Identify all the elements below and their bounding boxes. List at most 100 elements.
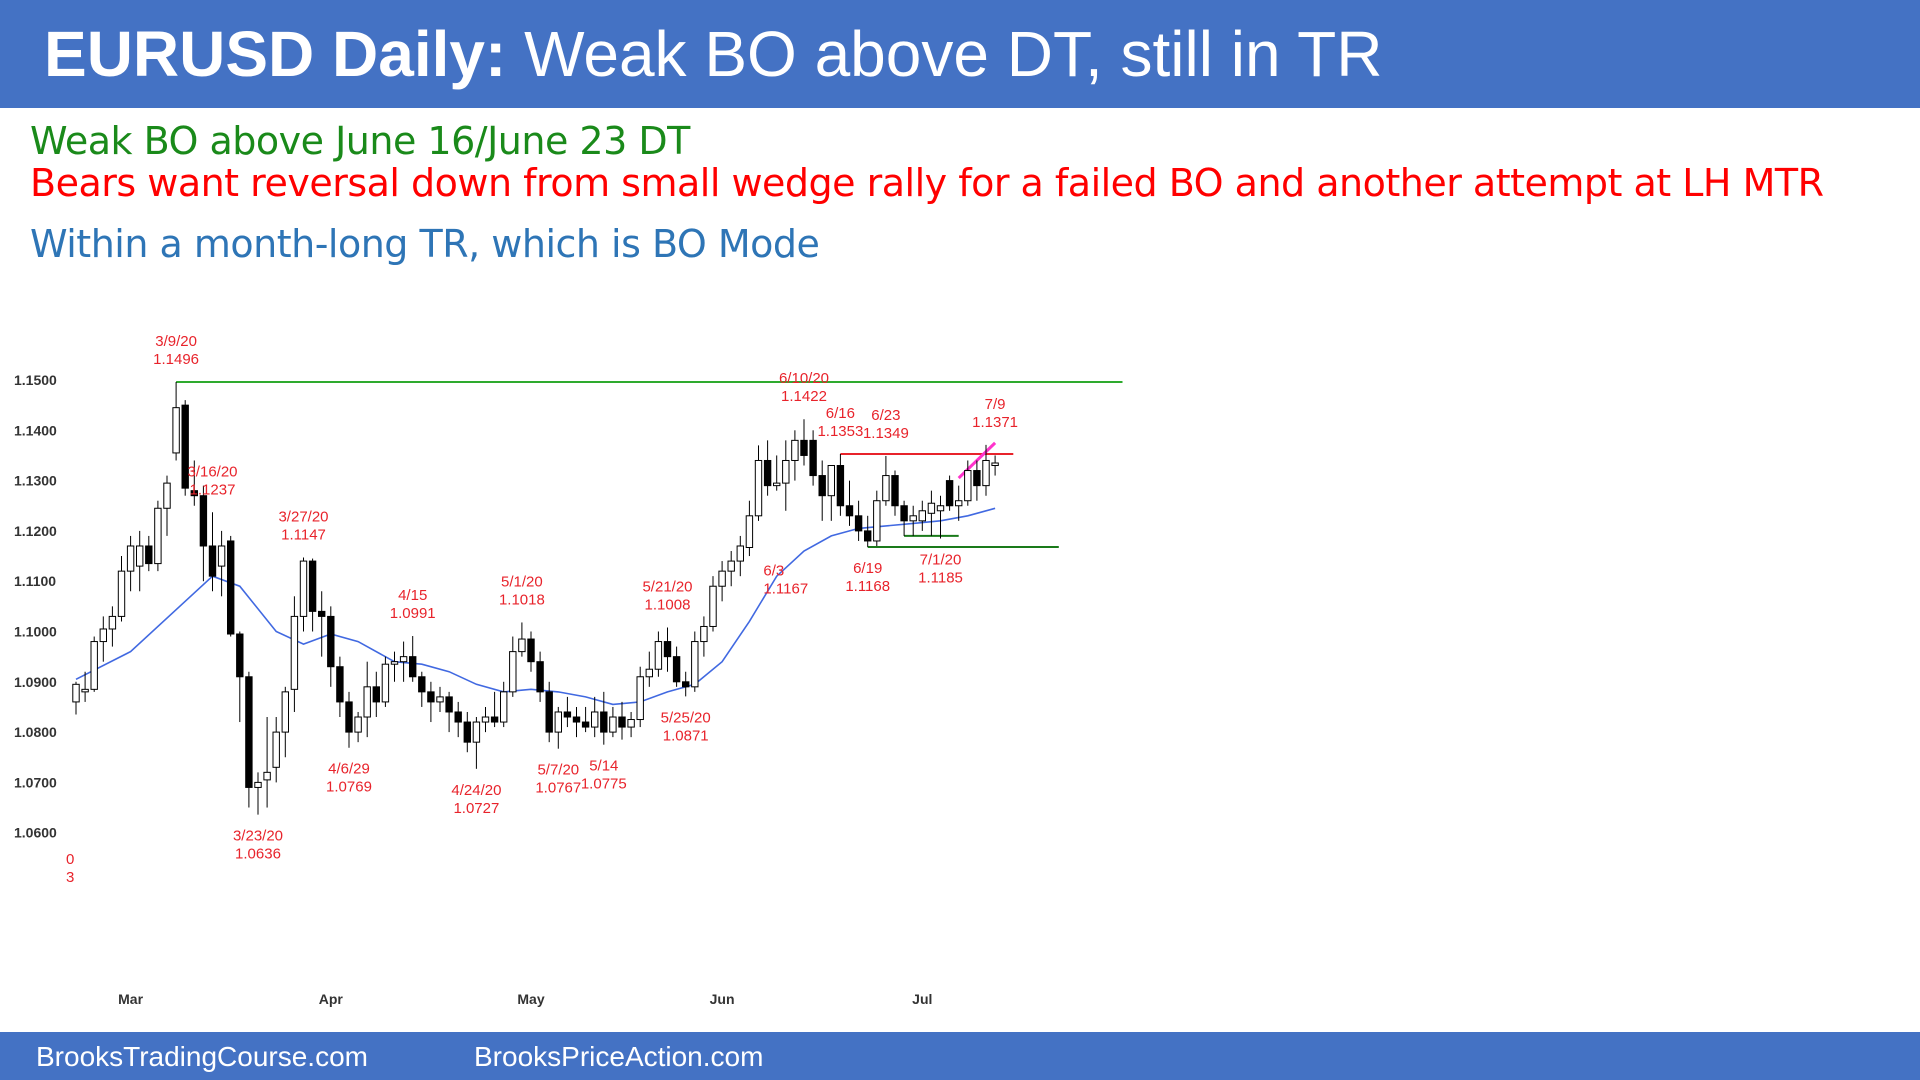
candle-body xyxy=(236,633,244,678)
x-tick-label: May xyxy=(517,991,544,1007)
candle xyxy=(181,400,189,496)
candle xyxy=(354,711,362,743)
candle xyxy=(190,460,199,506)
candle xyxy=(272,717,280,783)
candle xyxy=(854,500,863,541)
annotation: 5/25/201.0871 xyxy=(661,709,711,744)
candle-body xyxy=(791,439,799,461)
candle xyxy=(627,711,635,738)
candle xyxy=(936,495,945,539)
candle xyxy=(199,485,208,582)
annotation: 6/31.1167 xyxy=(763,562,808,597)
annotation-text: 1.0991 xyxy=(390,605,436,622)
annotation-text: 1.1237 xyxy=(190,481,236,498)
candle-body xyxy=(955,500,963,507)
candle-body xyxy=(572,716,581,723)
annotation-text: 6/23 xyxy=(871,407,900,424)
annotation: 4/24/201.0727 xyxy=(451,782,501,817)
candle-body xyxy=(436,696,444,703)
candle xyxy=(718,561,726,602)
candle xyxy=(572,706,581,738)
annotation-text: 5/1/20 xyxy=(501,573,543,590)
footer-link-left[interactable]: BrooksTradingCourse.com xyxy=(36,1041,368,1072)
candle xyxy=(836,453,845,516)
annotation: 6/10/201.1422 xyxy=(779,370,829,405)
candle-body xyxy=(117,570,126,617)
annotation-text: 1.1185 xyxy=(918,569,963,586)
y-tick-label: 1.0700 xyxy=(14,774,57,790)
candle-body xyxy=(500,691,508,723)
candle xyxy=(618,701,626,740)
ma-line xyxy=(75,507,996,706)
candle xyxy=(399,641,408,682)
candle xyxy=(700,616,708,657)
candle xyxy=(518,622,526,657)
candle xyxy=(727,551,735,587)
y-tick-label: 1.1300 xyxy=(14,473,57,489)
candle xyxy=(682,671,690,697)
candle-body xyxy=(782,459,790,484)
candle-body xyxy=(372,686,381,703)
candle-body xyxy=(991,462,999,467)
footer-bar: BrooksTradingCourse.com BrooksPriceActio… xyxy=(0,1032,1920,1080)
candle xyxy=(245,671,253,808)
candle xyxy=(545,681,553,743)
candle xyxy=(691,631,699,692)
candle xyxy=(991,455,999,476)
candle xyxy=(263,717,271,808)
annotation-text: 1.1349 xyxy=(863,425,909,442)
annotation-text: 1.0769 xyxy=(326,779,372,796)
candle xyxy=(99,616,107,662)
candle-body xyxy=(718,570,726,587)
candle xyxy=(472,717,481,769)
annotation: 6/161.1353 xyxy=(817,405,863,440)
annotation-text: 4/6/29 xyxy=(328,761,370,778)
candle xyxy=(782,440,790,511)
candle-body xyxy=(527,638,535,663)
annotation: 5/141.0775 xyxy=(581,758,627,793)
annotation-text: 3/27/20 xyxy=(278,509,328,526)
candle-body xyxy=(982,459,990,487)
candle-body xyxy=(891,475,899,507)
candle-body xyxy=(490,716,499,723)
candle-body xyxy=(399,656,408,663)
candle xyxy=(800,419,808,466)
candle xyxy=(536,651,544,702)
candles xyxy=(72,382,999,815)
annotation: 5/7/201.0767 xyxy=(535,762,581,797)
candle xyxy=(463,711,472,753)
candle xyxy=(481,706,490,733)
candle xyxy=(527,631,535,672)
candle xyxy=(299,557,308,632)
candle-body xyxy=(554,711,562,733)
annotation: 6/191.1168 xyxy=(845,560,890,595)
candle xyxy=(900,500,908,536)
candle-body xyxy=(227,540,235,635)
candle-body xyxy=(163,482,171,509)
candle xyxy=(818,460,826,521)
candle-body xyxy=(90,641,98,690)
annotation-text: 1.0636 xyxy=(235,846,281,863)
candle-body xyxy=(591,711,599,728)
annotation-text: 6/19 xyxy=(853,560,882,577)
candle-body xyxy=(272,731,280,768)
candle-body xyxy=(709,585,717,627)
annotation-text: 5/7/20 xyxy=(537,762,579,779)
annotation-text: 1.1167 xyxy=(763,580,808,597)
candle xyxy=(736,535,744,577)
annotation-text: 1.0775 xyxy=(581,776,627,793)
annotation-text: 1.1371 xyxy=(972,414,1018,431)
candle xyxy=(600,691,608,745)
candle-body xyxy=(964,470,972,502)
footer-link-right[interactable]: BrooksPriceAction.com xyxy=(474,1041,764,1072)
candle-body xyxy=(672,656,681,683)
candle xyxy=(126,535,135,592)
candle xyxy=(217,530,226,597)
candle xyxy=(745,500,754,557)
candle xyxy=(72,681,80,715)
candle-body xyxy=(318,610,326,617)
candle-body xyxy=(763,459,772,487)
annotation-text: 4/15 xyxy=(398,587,427,604)
candle-body xyxy=(818,475,826,497)
x-tick-label: Mar xyxy=(118,991,143,1007)
